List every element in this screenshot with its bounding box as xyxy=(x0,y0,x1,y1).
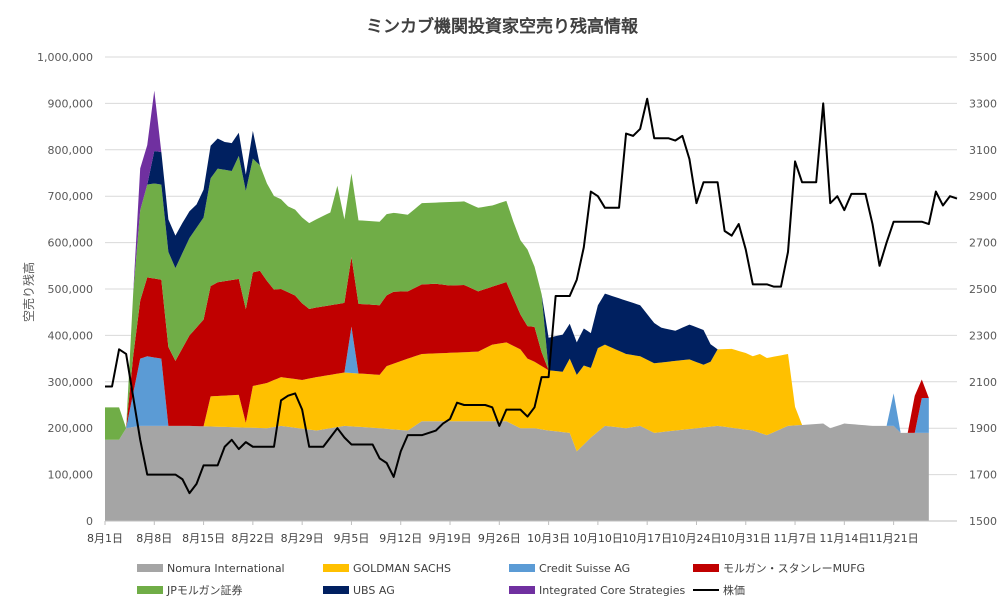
legend-label: モルガン・スタンレーMUFG xyxy=(723,562,865,575)
x-tick-label: 10月10日 xyxy=(573,532,623,545)
x-tick-label: 10月17日 xyxy=(622,532,672,545)
chart-title: ミンカブ機関投資家空売り残高情報 xyxy=(366,16,639,37)
area-series xyxy=(105,421,929,521)
legend-label: JPモルガン証券 xyxy=(166,583,243,597)
legend-label: 株価 xyxy=(723,583,745,597)
legend-swatch xyxy=(693,564,719,572)
legend-swatch xyxy=(509,564,535,572)
y2-tick-label: 2700 xyxy=(969,237,997,250)
x-tick-label: 11月7日 xyxy=(774,532,817,545)
y-tick-label: 900,000 xyxy=(48,97,94,110)
legend-label: Credit Suisse AG xyxy=(539,562,630,575)
x-tick-label: 11月21日 xyxy=(869,532,919,545)
y-tick-label: 800,000 xyxy=(48,144,94,157)
x-tick-label: 11月14日 xyxy=(819,532,869,545)
y-tick-label: 1,000,000 xyxy=(37,51,93,64)
x-tick-label: 9月5日 xyxy=(333,532,369,545)
y-tick-label: 0 xyxy=(86,515,93,528)
legend-label: GOLDMAN SACHS xyxy=(353,562,451,575)
y2-tick-label: 1900 xyxy=(969,422,997,435)
legend-label: Integrated Core Strategies xyxy=(539,584,686,597)
area-series xyxy=(105,342,929,452)
y2-tick-label: 3100 xyxy=(969,144,997,157)
y2-tick-label: 2500 xyxy=(969,283,997,296)
y2-tick-label: 1700 xyxy=(969,469,997,482)
x-tick-label: 8月22日 xyxy=(231,532,274,545)
price-line-layer xyxy=(105,97,958,495)
x-tick-label: 9月12日 xyxy=(379,532,422,545)
y2-tick-label: 3300 xyxy=(969,97,997,110)
y-tick-label: 500,000 xyxy=(48,283,94,296)
y-tick-label: 600,000 xyxy=(48,237,94,250)
y2-tick-label: 2300 xyxy=(969,329,997,342)
legend-swatch xyxy=(323,564,349,572)
x-tick-label: 9月26日 xyxy=(478,532,521,545)
y-tick-label: 700,000 xyxy=(48,190,94,203)
y2-tick-label: 2900 xyxy=(969,190,997,203)
x-tick-label: 10月24日 xyxy=(671,532,721,545)
y-axis-label: 空売り残高 xyxy=(21,262,36,322)
area-series xyxy=(105,155,929,440)
x-tick-label: 8月8日 xyxy=(136,532,172,545)
x-tick-label: 10月31日 xyxy=(721,532,771,545)
axes: 0 100,000 200,000 300,000 400,000 500,000 600,… xyxy=(37,51,997,545)
area-series xyxy=(105,256,929,440)
x-tick-label: 9月19日 xyxy=(429,532,472,545)
y2-tick-label: 1500 xyxy=(969,515,997,528)
x-tick-label: 8月15日 xyxy=(182,532,225,545)
y-tick-label: 100,000 xyxy=(48,469,94,482)
y2-tick-label: 2100 xyxy=(969,376,997,389)
legend-label: Nomura International xyxy=(167,562,285,575)
x-tick-label: 10月3日 xyxy=(527,532,570,545)
legend-swatch xyxy=(137,564,163,572)
legend-label: UBS AG xyxy=(353,584,395,597)
x-tick-label: 8月1日 xyxy=(87,532,123,545)
legend: Nomura International GOLDMAN SACHS Credit … xyxy=(137,562,865,597)
y-tick-label: 300,000 xyxy=(48,376,94,389)
y-tick-label: 400,000 xyxy=(48,329,94,342)
x-tick-label: 8月29日 xyxy=(281,532,324,545)
price-line xyxy=(105,97,958,495)
y-tick-label: 200,000 xyxy=(48,422,94,435)
legend-swatch xyxy=(509,586,535,594)
y2-tick-label: 3500 xyxy=(969,51,997,64)
legend-swatch xyxy=(137,586,163,594)
legend-swatch xyxy=(323,586,349,594)
